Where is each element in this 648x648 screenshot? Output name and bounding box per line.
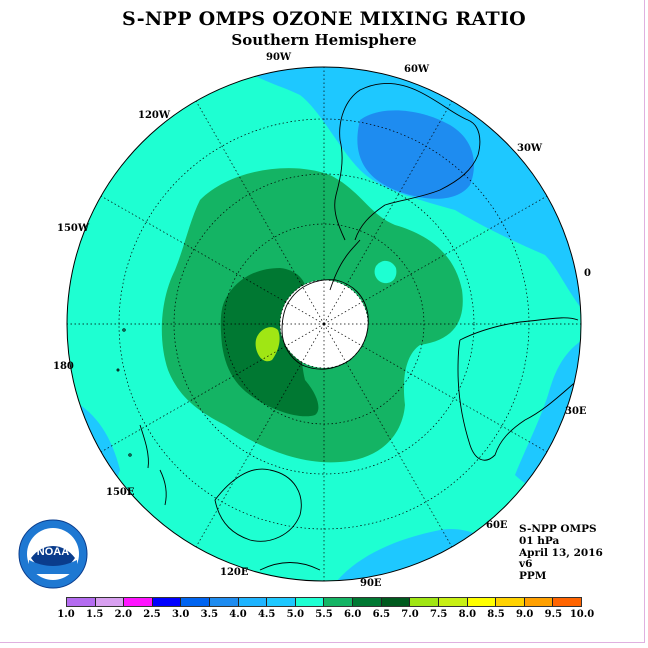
lon-90e-label: 90E (360, 578, 382, 589)
color-scale-tick-label: 1.0 (57, 609, 75, 620)
color-scale-tick-label: 2.0 (114, 609, 133, 620)
color-scale-segment (95, 598, 125, 606)
info-instrument: S-NPP OMPS (519, 523, 597, 535)
color-scale-segment (124, 598, 153, 606)
color-scale-segment (410, 598, 439, 606)
lon-60w-label: 60W (404, 64, 430, 75)
color-scale-tick-label: 10.0 (569, 609, 595, 620)
graticule (67, 67, 581, 581)
lon-90w-label: 90W (266, 52, 292, 63)
color-scale-tick-label: 7.0 (401, 609, 419, 620)
color-scale-tick-label: 9.5 (544, 609, 563, 620)
color-scale-tick-label: 1.5 (85, 609, 104, 620)
lon-60e-label: 60E (486, 520, 508, 531)
lon-120w-label: 120W (138, 110, 171, 121)
lon-120e-label: 120E (220, 567, 249, 578)
color-scale-tick-label: 8.5 (487, 609, 505, 620)
color-scale-segment (467, 598, 497, 606)
info-units: PPM (519, 570, 547, 583)
color-scale-tick-label: 8.0 (458, 609, 477, 620)
product-info: S-NPP OMPS 01 hPa April 13, 2016 v6 PPM (519, 523, 603, 583)
color-scale-segment (152, 598, 182, 606)
color-scale-tick-label: 5.5 (315, 609, 333, 620)
color-scale-tick-label: 9.0 (515, 609, 534, 620)
color-scale-segment (295, 598, 325, 606)
field-3-5 (357, 110, 474, 199)
lon-150w-label: 150W (57, 223, 90, 234)
map-boundary (66, 66, 582, 582)
color-scale-tick-label: 5.0 (286, 609, 305, 620)
noaa-logo-label: NOAA (17, 518, 89, 590)
color-scale-tick-label: 4.0 (229, 609, 247, 620)
color-scale-bar (66, 597, 582, 607)
map-title: S-NPP OMPS OZONE MIXING RATIO (121, 8, 527, 30)
color-scale-tick-label: 6.0 (343, 609, 362, 620)
color-scale-labels: 1.0 1.5 2.0 2.5 3.0 3.5 4.0 4.5 5.0 5.5 6.0 6.5 7.0 7… (57, 609, 594, 623)
info-version: v6 (519, 558, 533, 571)
color-scale-segment (67, 598, 96, 606)
color-scale-segment (324, 598, 354, 606)
color-scale-segment (210, 598, 239, 606)
color-scale-tick-label: 7.5 (429, 609, 448, 620)
color-scale-tick-label: 3.0 (171, 609, 190, 620)
color-scale-tick-label: 3.5 (200, 609, 219, 620)
color-scale-segment (553, 598, 581, 606)
color-scale-segment (238, 598, 268, 606)
lon-30w-label: 30W (517, 143, 543, 154)
color-scale-segment (267, 598, 296, 606)
color-scale-segment (353, 598, 382, 606)
field-6-5 (255, 327, 280, 362)
noaa-logo-text: NOAA (36, 546, 70, 558)
lon-30e-label: 30E (565, 406, 587, 417)
color-scale-segment (438, 598, 468, 606)
color-scale-tick-label: 4.5 (257, 609, 276, 620)
color-scale-tick-label: 2.5 (143, 609, 161, 620)
info-date: April 13, 2016 (519, 546, 603, 559)
pole-marker (322, 322, 326, 326)
noaa-logo (18, 519, 88, 589)
lon-150e-label: 150E (106, 487, 135, 498)
color-scale-segment (381, 598, 411, 606)
lon-180-label: 180 (53, 361, 74, 372)
field-hole (374, 260, 397, 284)
info-level: 01 hPa (519, 534, 560, 547)
lon-0-label: 0 (584, 268, 591, 279)
color-scale-segment (181, 598, 211, 606)
color-scale-tick-label: 6.5 (372, 609, 391, 620)
color-scale-segment (524, 598, 554, 606)
coastlines (116, 82, 579, 571)
map-subtitle: Southern Hemisphere (231, 31, 417, 49)
color-scale-segment (496, 598, 525, 606)
